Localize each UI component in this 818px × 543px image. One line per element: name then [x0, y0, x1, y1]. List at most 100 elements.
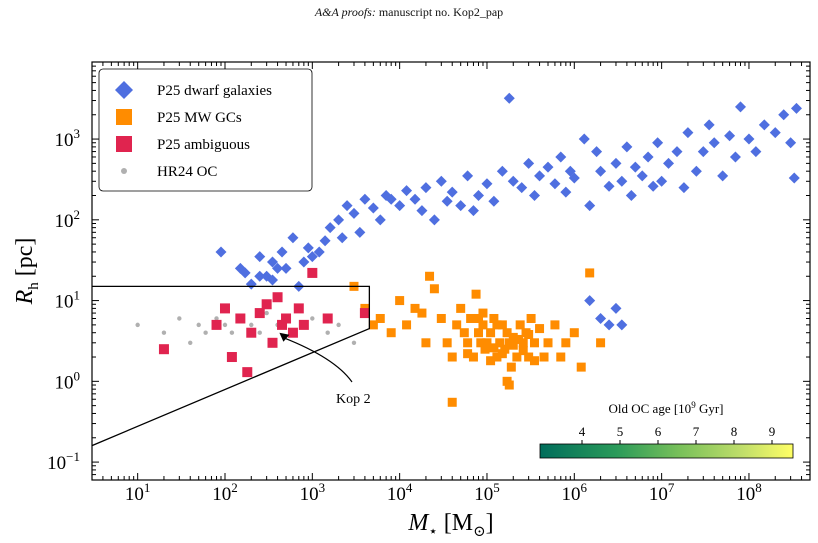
- p25-dwarf-galaxies-point: [280, 262, 292, 274]
- p25-mw-gcs-point: [478, 308, 488, 318]
- p25-ambiguous-point: [307, 267, 318, 278]
- p25-mw-gcs-point: [512, 352, 522, 362]
- p25-dwarf-galaxies-point: [778, 109, 790, 121]
- p25-dwarf-galaxies-point: [254, 270, 266, 282]
- p25-dwarf-galaxies-point: [595, 165, 607, 177]
- p25-dwarf-galaxies-point: [690, 165, 702, 177]
- colorbar-tick-label: 4: [579, 424, 586, 439]
- p25-ambiguous-point: [277, 319, 288, 330]
- p25-ambiguous-point: [272, 292, 283, 303]
- p25-mw-gcs-point: [585, 268, 595, 278]
- p25-ambiguous-point: [261, 299, 272, 310]
- p25-mw-gcs-point: [504, 380, 514, 390]
- p25-dwarf-galaxies-point: [473, 190, 485, 202]
- p25-mw-gcs-point: [524, 352, 534, 362]
- p25-dwarf-galaxies-point: [697, 146, 709, 158]
- p25-dwarf-galaxies-point: [671, 146, 683, 158]
- p25-dwarf-galaxies-point: [729, 151, 741, 163]
- p25-mw-gcs-point: [550, 320, 560, 330]
- legend-marker: [115, 81, 133, 99]
- p25-mw-gcs-point: [478, 320, 488, 330]
- p25-dwarf-galaxies-point: [734, 101, 746, 113]
- p25-mw-gcs-point: [526, 313, 536, 323]
- p25-dwarf-galaxies-point: [416, 205, 428, 217]
- p25-dwarf-galaxies-point: [656, 175, 668, 187]
- hr24-oc-point: [229, 330, 235, 335]
- p25-dwarf-galaxies-point: [790, 102, 802, 114]
- p25-dwarf-galaxies-point: [287, 232, 299, 244]
- hr24-oc-point: [188, 340, 193, 345]
- p25-mw-gcs-point: [386, 328, 396, 338]
- p25-dwarf-galaxies-point: [276, 246, 288, 258]
- p25-dwarf-galaxies-point: [374, 214, 386, 226]
- hr24-oc-point: [325, 330, 330, 335]
- p25-dwarf-galaxies-point: [584, 295, 596, 307]
- p25-dwarf-galaxies-point: [306, 251, 318, 263]
- page-header: A&A proofs: manuscript no. Kop2_pap: [0, 5, 818, 20]
- p25-dwarf-galaxies-point: [354, 226, 366, 238]
- x-tick-label: 108: [736, 480, 762, 505]
- p25-mw-gcs-point: [497, 349, 507, 359]
- p25-dwarf-galaxies-point: [341, 200, 353, 212]
- hr24-oc-point: [222, 322, 228, 328]
- p25-mw-gcs-point: [495, 338, 505, 348]
- p25-mw-gcs-point: [476, 338, 486, 348]
- hr24-oc-point: [203, 330, 208, 335]
- p25-dwarf-galaxies-point: [534, 170, 546, 182]
- p25-mw-gcs-point: [518, 338, 528, 348]
- p25-dwarf-galaxies-point: [555, 151, 567, 163]
- p25-dwarf-galaxies-point: [724, 130, 736, 142]
- p25-dwarf-galaxies-point: [750, 146, 762, 158]
- p25-dwarf-galaxies-point: [254, 251, 266, 263]
- p25-dwarf-galaxies-point: [467, 205, 479, 217]
- p25-mw-gcs-point: [474, 313, 484, 323]
- x-tick-label: 106: [562, 480, 588, 505]
- p25-mw-gcs-point: [463, 338, 473, 348]
- p25-mw-gcs-point: [452, 320, 462, 330]
- p25-mw-gcs-point: [395, 296, 405, 306]
- y-tick-label: 100: [55, 368, 81, 393]
- p25-mw-gcs-point: [502, 328, 512, 338]
- y-tick-label: 103: [55, 126, 81, 151]
- p25-dwarf-galaxies-point: [636, 170, 648, 182]
- p25-mw-gcs-point: [486, 328, 496, 338]
- p25-mw-gcs-point: [456, 303, 466, 313]
- p25-mw-gcs-point: [492, 320, 502, 330]
- p25-dwarf-galaxies-point: [359, 193, 371, 205]
- p25-mw-gcs-point: [410, 303, 420, 313]
- hr24-oc-point: [177, 316, 182, 321]
- p25-dwarf-galaxies-point: [385, 193, 397, 205]
- p25-mw-gcs-point: [375, 313, 385, 323]
- p25-dwarf-galaxies-point: [336, 232, 348, 244]
- p25-dwarf-galaxies-point: [610, 302, 622, 314]
- p25-mw-gcs-point: [421, 338, 431, 348]
- p25-mw-gcs-point: [539, 352, 549, 362]
- hr24-oc-point: [310, 316, 315, 321]
- p25-dwarf-galaxies-point: [629, 161, 641, 173]
- p25-dwarf-galaxies-point: [267, 256, 279, 268]
- p25-ambiguous-point: [322, 313, 333, 324]
- p25-mw-gcs-point: [471, 289, 481, 299]
- p25-dwarf-galaxies-point: [272, 262, 284, 274]
- p25-mw-gcs-point: [474, 328, 484, 338]
- p25-mw-gcs-point: [508, 340, 518, 350]
- p25-dwarf-galaxies-point: [663, 157, 675, 169]
- p25-dwarf-galaxies-point: [788, 172, 800, 184]
- p25-mw-gcs-point: [402, 320, 412, 330]
- p25-dwarf-galaxies-point: [441, 195, 453, 207]
- hr24-oc-point: [264, 310, 269, 316]
- manuscript-number: manuscript no. Kop2_pap: [378, 5, 504, 19]
- x-tick-label: 107: [649, 480, 675, 505]
- p25-dwarf-galaxies-point: [647, 180, 659, 192]
- p25-dwarf-galaxies-point: [652, 137, 664, 149]
- p25-ambiguous-point: [359, 308, 370, 319]
- legend-label: P25 MW GCs: [157, 110, 242, 126]
- p25-mw-gcs-point: [518, 346, 528, 356]
- p25-dwarf-galaxies-point: [401, 185, 413, 197]
- kop2-label: Kop 2: [336, 392, 371, 407]
- p25-mw-gcs-point: [529, 356, 539, 366]
- p25-dwarf-galaxies-point: [428, 214, 440, 226]
- legend-label: P25 ambiguous: [157, 137, 250, 153]
- plot-frame: [91, 61, 811, 481]
- p25-dwarf-galaxies-point: [324, 222, 336, 234]
